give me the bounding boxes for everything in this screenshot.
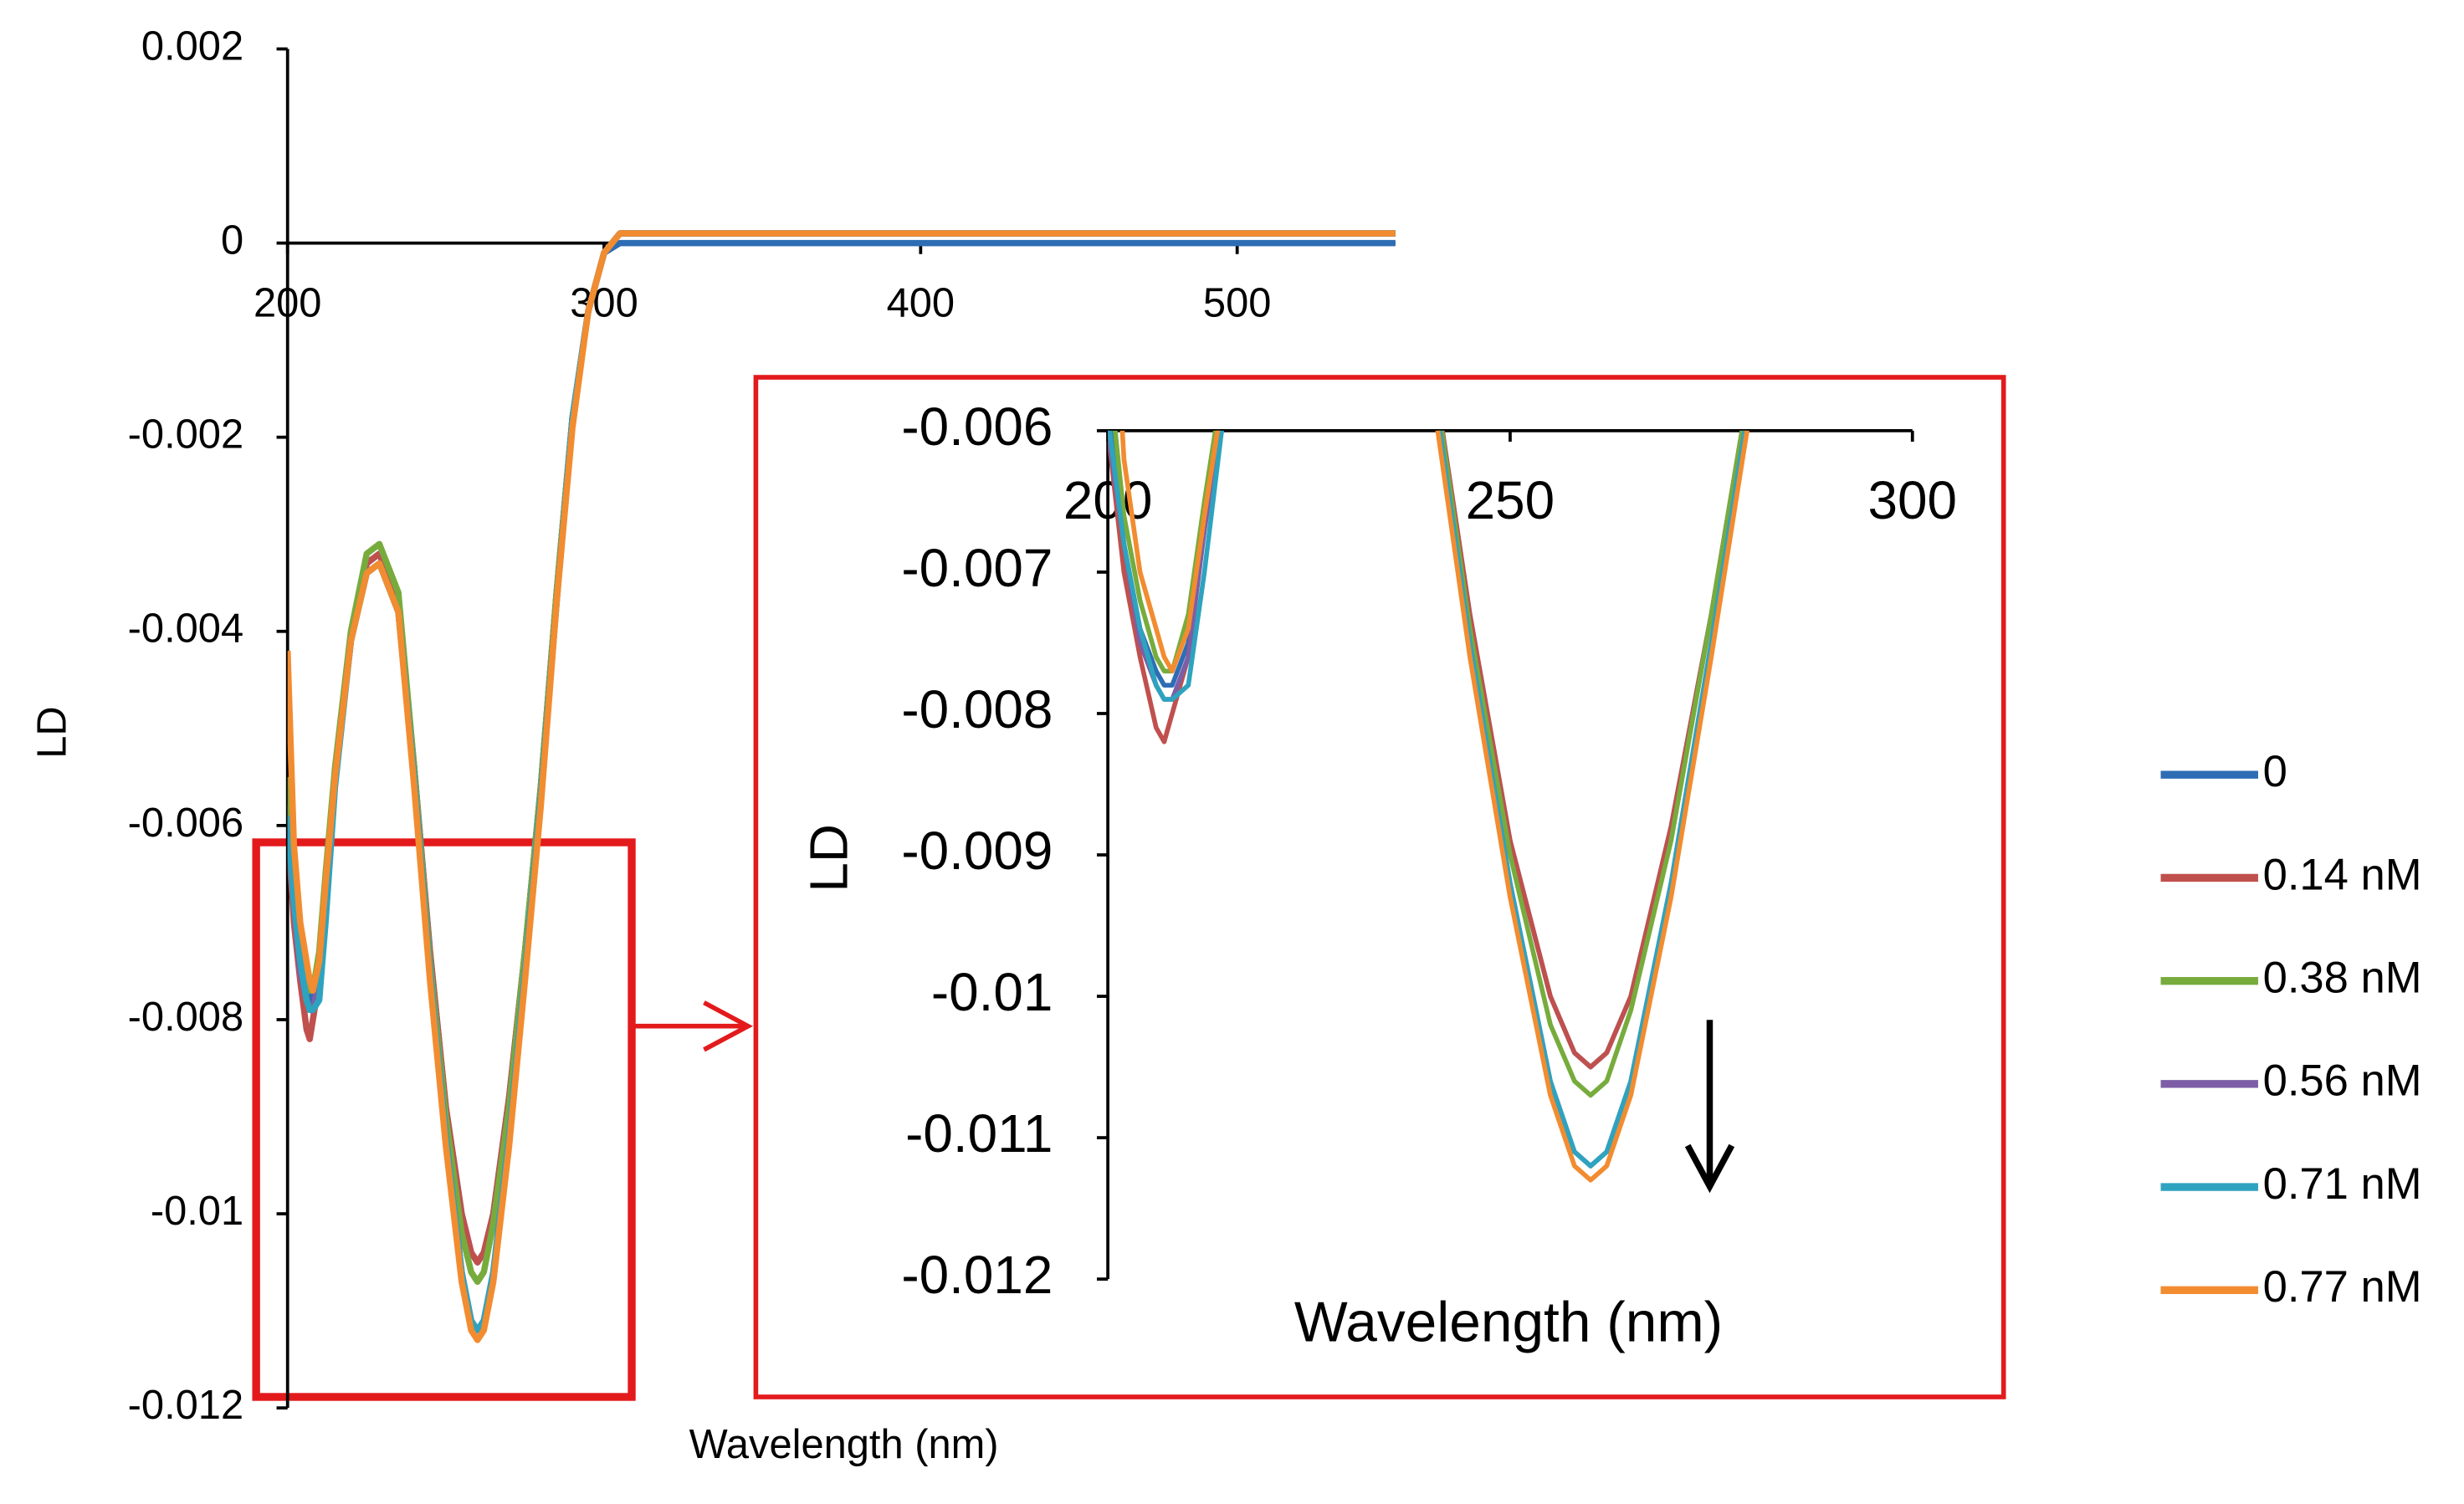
series-line xyxy=(1108,430,1748,1169)
series-line xyxy=(1109,430,1744,1070)
y-tick-label: 0 xyxy=(221,218,243,263)
x-tick-label: 300 xyxy=(570,281,638,326)
series-group xyxy=(287,230,1396,1343)
zoom-box xyxy=(252,838,636,1401)
x-tick-label: 200 xyxy=(254,281,321,326)
series-line xyxy=(287,230,1396,1343)
series-line xyxy=(287,230,1396,1286)
y-tick-label: -0.009 xyxy=(901,821,1053,881)
legend-label: 0.14 nM xyxy=(2263,850,2422,899)
x-tick-label: 200 xyxy=(1063,470,1153,530)
y-tick-label: -0.011 xyxy=(905,1103,1053,1164)
x-axis-title: Wavelength (nm) xyxy=(689,1422,999,1467)
series-line xyxy=(1108,430,1744,1070)
legend-label: 0 xyxy=(2263,747,2287,796)
series-line xyxy=(1113,430,1744,1098)
legend-label: 0.77 nM xyxy=(2263,1262,2422,1312)
x-axis-title: Wavelength (nm) xyxy=(1294,1291,1723,1353)
series-group xyxy=(1108,430,1749,1183)
y-axis-title: LD xyxy=(30,706,75,758)
x-tick-label: 300 xyxy=(1867,470,1957,530)
y-tick-label: -0.01 xyxy=(931,962,1053,1022)
y-tick-label: -0.006 xyxy=(128,801,243,846)
legend-label: 0.38 nM xyxy=(2263,954,2422,1003)
y-tick-label: -0.006 xyxy=(901,396,1053,457)
series-line xyxy=(287,230,1396,1266)
series-line xyxy=(1108,430,1748,1169)
x-tick-label: 400 xyxy=(887,281,955,326)
y-tick-label: -0.002 xyxy=(128,412,243,458)
y-tick-label: -0.008 xyxy=(901,679,1053,739)
y-tick-label: 0.002 xyxy=(141,23,243,69)
legend-label: 0.56 nM xyxy=(2263,1056,2422,1106)
y-tick-label: -0.01 xyxy=(151,1189,243,1234)
y-tick-label: -0.004 xyxy=(128,606,243,652)
x-tick-label: 250 xyxy=(1466,470,1555,530)
y-tick-label: -0.008 xyxy=(128,995,243,1040)
legend-label: 0.71 nM xyxy=(2263,1159,2422,1209)
trend-arrowhead xyxy=(1684,1143,1735,1194)
plot-layer: 0.002 0 -0.002 -0.004 -0.006 -0.008 -0.01 -0.01… xyxy=(30,23,2422,1467)
inset-frame xyxy=(753,375,2006,1399)
y-tick-label: -0.012 xyxy=(901,1245,1053,1305)
zoom-arrowhead xyxy=(703,1000,753,1052)
series-line xyxy=(1119,430,1749,1183)
y-tick-label: -0.012 xyxy=(128,1383,243,1428)
y-axis-title: LD xyxy=(798,824,858,893)
series-line xyxy=(287,239,1396,1266)
y-tick-label: -0.007 xyxy=(901,538,1053,598)
x-tick-label: 500 xyxy=(1203,281,1271,326)
